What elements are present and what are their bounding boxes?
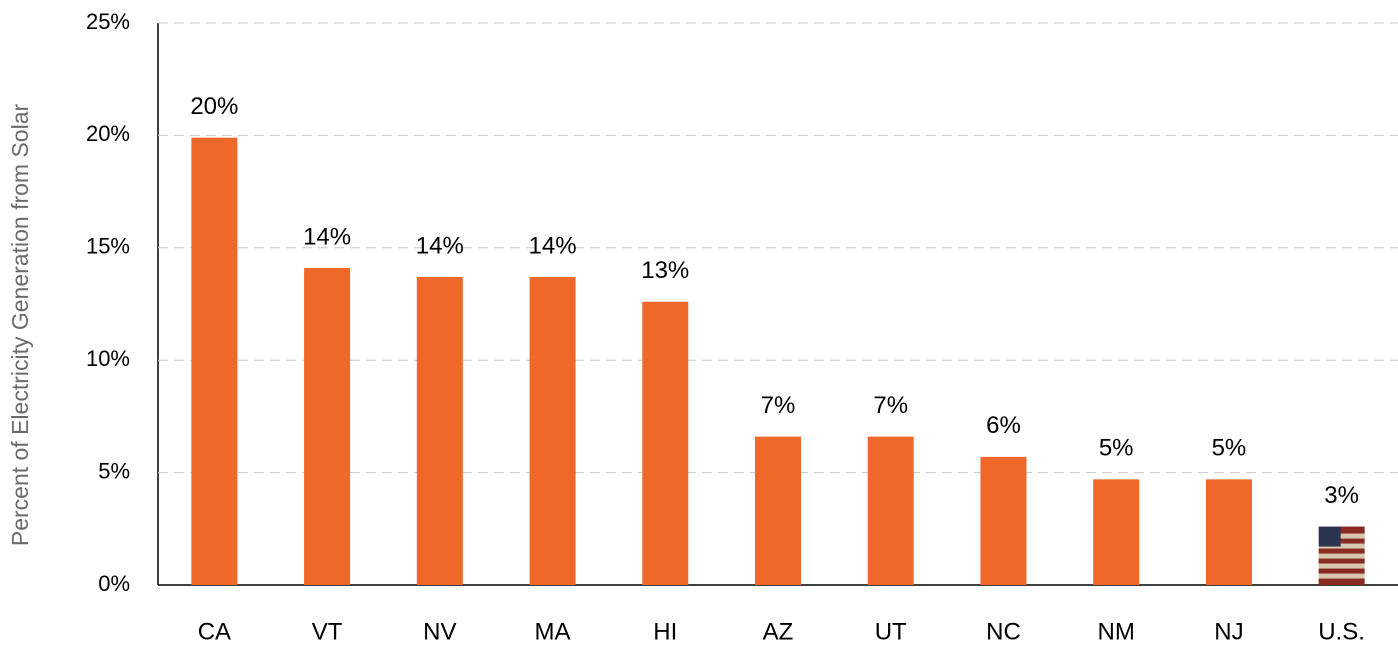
value-label: 3% — [1324, 482, 1359, 509]
x-tick-label: NC — [986, 618, 1021, 645]
value-label: 14% — [303, 223, 351, 250]
x-tick-label: NM — [1098, 618, 1135, 645]
x-tick-label: VT — [312, 618, 343, 645]
y-tick-label: 20% — [86, 121, 130, 146]
x-tick-label: CA — [198, 618, 231, 645]
chart: Percent of Electricity Generation from S… — [0, 0, 1398, 649]
x-tick-label: NJ — [1214, 618, 1243, 645]
bar — [868, 437, 914, 585]
bar — [642, 302, 688, 585]
y-axis-title: Percent of Electricity Generation from S… — [7, 104, 33, 547]
y-tick-label: 5% — [98, 458, 130, 483]
y-tick-label: 10% — [86, 346, 130, 371]
x-tick-label: HI — [653, 618, 677, 645]
value-label: 7% — [873, 392, 908, 419]
y-tick-label: 0% — [98, 571, 130, 596]
value-label: 14% — [529, 232, 577, 259]
value-label: 20% — [190, 93, 238, 120]
bar — [980, 457, 1026, 585]
bar — [1093, 479, 1139, 585]
page: Percent of Electricity Generation from S… — [0, 0, 1398, 649]
value-label: 5% — [1212, 435, 1247, 462]
value-label: 5% — [1099, 435, 1134, 462]
x-tick-label: MA — [535, 618, 571, 645]
bar — [304, 268, 350, 585]
bar — [191, 138, 237, 585]
y-tick-label: 15% — [86, 234, 130, 259]
x-tick-label: U.S. — [1318, 618, 1365, 645]
x-tick-label: AZ — [763, 618, 794, 645]
value-label: 13% — [641, 257, 689, 284]
bar — [417, 277, 463, 585]
bar — [530, 277, 576, 585]
value-label: 7% — [761, 392, 796, 419]
y-tick-label: 25% — [86, 9, 130, 34]
bar — [755, 437, 801, 585]
bar — [1319, 527, 1365, 585]
bar — [1206, 479, 1252, 585]
x-tick-label: UT — [875, 618, 907, 645]
value-label: 14% — [416, 232, 464, 259]
value-label: 6% — [986, 412, 1021, 439]
x-tick-label: NV — [423, 618, 456, 645]
